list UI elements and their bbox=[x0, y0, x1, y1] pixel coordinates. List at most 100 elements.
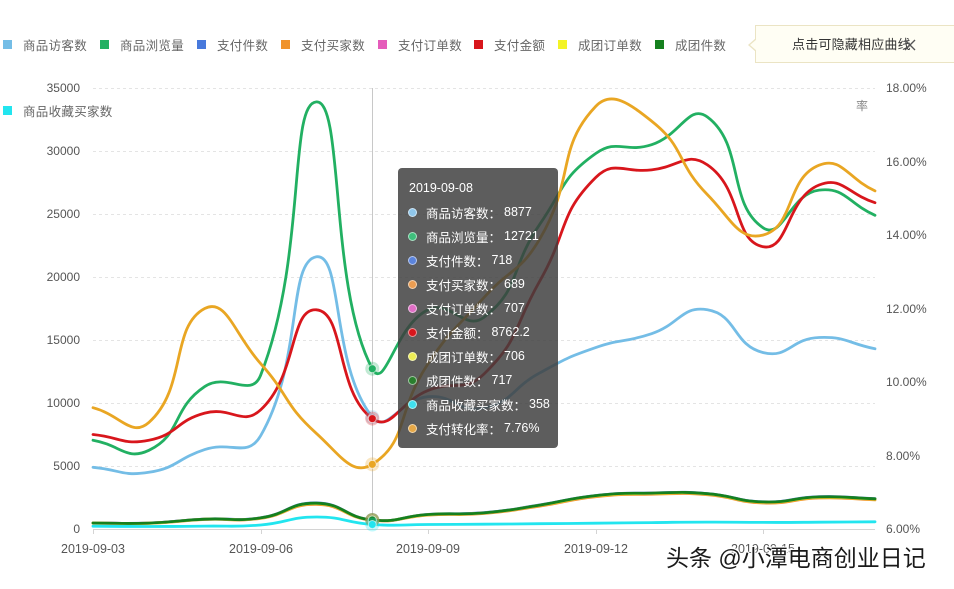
series-dot-icon bbox=[408, 375, 417, 385]
legend-label: 商品浏览量 bbox=[120, 38, 185, 53]
series-dot-icon bbox=[408, 207, 417, 217]
tooltip-value: 689 bbox=[504, 277, 525, 291]
tooltip-row: 支付金额： 8762.2 bbox=[398, 320, 558, 344]
x-axis-label: 2019-09-15 bbox=[731, 542, 795, 556]
x-axis-label: 2019-09-06 bbox=[229, 542, 293, 556]
legend-item-paid-items[interactable]: 支付件数 bbox=[197, 36, 269, 53]
x-axis-label: 2019-09-12 bbox=[564, 542, 628, 556]
tooltip-label: 支付买家数： bbox=[426, 278, 502, 293]
legend-swatch-icon bbox=[197, 39, 206, 49]
y-axis-right-name: 率 bbox=[856, 99, 869, 113]
series-dot-icon bbox=[408, 423, 417, 433]
y-axis-right-label: 18.00% bbox=[886, 81, 927, 95]
legend-item-paid-amount[interactable]: 支付金额 bbox=[474, 36, 546, 53]
legend-item-favorite-buyers[interactable]: 商品收藏买家数 bbox=[3, 102, 113, 119]
tooltip-value: 707 bbox=[504, 301, 525, 315]
legend-label: 成团件数 bbox=[675, 38, 727, 53]
tooltip-value: 718 bbox=[491, 253, 513, 267]
y-axis-left-label: 25000 bbox=[46, 207, 80, 221]
legend-label: 支付买家数 bbox=[301, 38, 366, 53]
series-dot-icon bbox=[408, 279, 417, 289]
y-axis-left-label: 15000 bbox=[46, 333, 80, 347]
tooltip-row: 商品收藏买家数： 358 bbox=[398, 392, 558, 416]
legend-hint-popover: 点击可隐藏相应曲线 bbox=[748, 25, 954, 63]
legend-item-pageviews[interactable]: 商品浏览量 bbox=[100, 36, 185, 53]
data-point-marker-icon bbox=[367, 519, 377, 529]
series-dot-icon bbox=[408, 327, 417, 337]
tooltip-value: 12721 bbox=[504, 229, 539, 243]
y-axis-right-label: 16.00% bbox=[886, 155, 927, 169]
tooltip-value: 706 bbox=[504, 349, 525, 363]
y-axis-left-label: 0 bbox=[73, 522, 80, 536]
tooltip-date: 2019-09-08 bbox=[409, 181, 473, 195]
y-axis-right-label: 10.00% bbox=[886, 375, 927, 389]
y-axis-left-label: 5000 bbox=[53, 459, 80, 473]
tooltip-row: 支付转化率： 7.76% bbox=[398, 416, 558, 440]
series-dot-icon bbox=[408, 255, 417, 265]
data-point-marker-icon bbox=[367, 459, 377, 469]
legend-swatch-icon bbox=[281, 39, 290, 49]
tooltip-value: 717 bbox=[491, 373, 513, 387]
y-axis-left-label: 30000 bbox=[46, 144, 80, 158]
legend-label: 成团订单数 bbox=[578, 38, 643, 53]
tooltip-row: 支付买家数： 689 bbox=[398, 272, 558, 296]
legend-item-group-orders[interactable]: 成团订单数 bbox=[558, 36, 643, 53]
legend-swatch-icon bbox=[3, 39, 12, 49]
series-dot-icon bbox=[408, 399, 417, 409]
hint-text: 点击可隐藏相应曲线 bbox=[792, 37, 911, 52]
close-icon[interactable] bbox=[904, 38, 916, 51]
x-axis-label: 2019-09-09 bbox=[396, 542, 460, 556]
y-axis-right-label: 8.00% bbox=[886, 449, 921, 463]
data-point-marker-icon bbox=[367, 364, 377, 374]
legend-label: 支付金额 bbox=[494, 38, 546, 53]
legend-item-group-items[interactable]: 成团件数 bbox=[655, 36, 727, 53]
series-dot-icon bbox=[408, 303, 417, 313]
tooltip-label: 成团件数： bbox=[426, 374, 489, 389]
legend-label: 商品收藏买家数 bbox=[23, 104, 113, 119]
data-point-marker-icon bbox=[367, 414, 377, 424]
tooltip-value: 358 bbox=[529, 397, 550, 411]
tooltip-label: 支付订单数： bbox=[426, 302, 502, 317]
y-axis-right-label: 6.00% bbox=[886, 522, 921, 536]
tooltip-label: 商品访客数： bbox=[426, 206, 502, 221]
tooltip-label: 成团订单数： bbox=[426, 350, 502, 365]
legend-swatch-icon bbox=[3, 105, 12, 115]
legend-label: 支付订单数 bbox=[398, 38, 463, 53]
y-axis-right-label: 12.00% bbox=[886, 302, 927, 316]
legend-item-paid-buyers[interactable]: 支付买家数 bbox=[281, 36, 366, 53]
y-axis-right-label: 14.00% bbox=[886, 228, 927, 242]
legend-swatch-icon bbox=[655, 39, 664, 49]
series-line[interactable] bbox=[91, 515, 877, 528]
watermark: 头条 @小潭电商创业日记 bbox=[666, 545, 926, 571]
y-axis-left-label: 20000 bbox=[46, 270, 80, 284]
tooltip-value: 8877 bbox=[504, 205, 532, 219]
hover-markers bbox=[365, 361, 380, 532]
legend-label: 商品访客数 bbox=[23, 38, 88, 53]
tooltip-label: 商品收藏买家数： bbox=[426, 398, 527, 413]
x-axis bbox=[93, 529, 875, 534]
legend-swatch-icon bbox=[474, 39, 483, 49]
tooltip-value: 7.76% bbox=[504, 421, 540, 435]
tooltip-row: 支付件数： 718 bbox=[398, 248, 558, 272]
tooltip-label: 支付金额： bbox=[426, 326, 489, 341]
tooltip-row: 商品访客数： 8877 bbox=[398, 200, 558, 224]
tooltip-value: 8762.2 bbox=[491, 325, 530, 339]
series-lines bbox=[91, 97, 877, 528]
legend-label: 支付件数 bbox=[217, 38, 269, 53]
legend-swatch-icon bbox=[378, 39, 387, 49]
legend-swatch-icon bbox=[100, 39, 109, 49]
y-axis-left-label: 35000 bbox=[46, 81, 80, 95]
tooltip-label: 支付件数： bbox=[426, 254, 489, 269]
series-dot-icon bbox=[408, 351, 417, 361]
series-line[interactable] bbox=[91, 490, 877, 525]
legend-swatch-icon bbox=[558, 39, 567, 49]
tooltip-row: 成团订单数： 706 bbox=[398, 344, 558, 368]
y-axis-left-label: 10000 bbox=[46, 396, 80, 410]
tooltip-row: 成团件数： 717 bbox=[398, 368, 558, 392]
legend-item-paid-orders[interactable]: 支付订单数 bbox=[378, 36, 463, 53]
legend-item-visitors[interactable]: 商品访客数 bbox=[3, 36, 88, 53]
tooltip-row: 支付订单数： 707 bbox=[398, 296, 558, 320]
x-axis-label: 2019-09-03 bbox=[61, 542, 125, 556]
chart-tooltip: 2019-09-08 商品访客数： 8877 商品浏览量： 12721 支付件数： 7… bbox=[398, 168, 558, 448]
tooltip-row: 商品浏览量： 12721 bbox=[398, 224, 558, 248]
